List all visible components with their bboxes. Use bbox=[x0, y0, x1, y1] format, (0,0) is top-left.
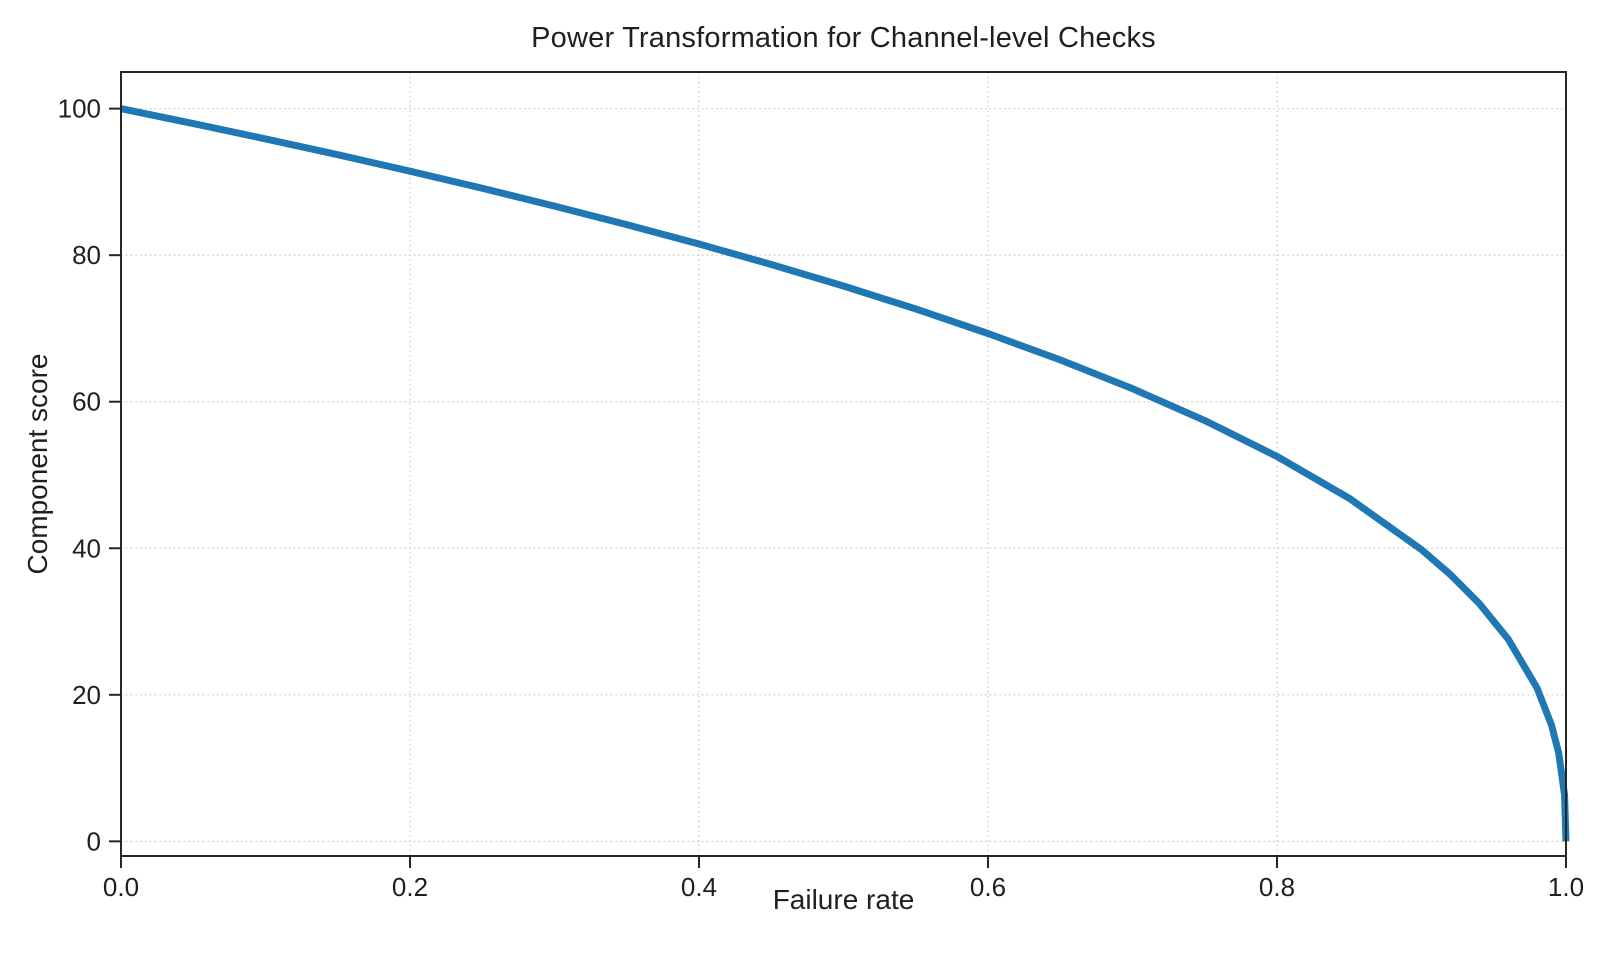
x-tick-label: 1.0 bbox=[1548, 872, 1584, 902]
y-tick-label: 20 bbox=[72, 680, 101, 710]
x-tick-label: 0.0 bbox=[103, 872, 139, 902]
x-tick-label: 0.4 bbox=[681, 872, 717, 902]
data-line bbox=[120, 105, 1570, 842]
x-tick-label: 0.8 bbox=[1259, 872, 1295, 902]
x-axis-label: Failure rate bbox=[772, 884, 915, 915]
x-tick-label: 0.6 bbox=[970, 872, 1006, 902]
chart-title: Power Transformation for Channel-level C… bbox=[531, 22, 1156, 54]
y-tick-label: 0 bbox=[87, 826, 101, 856]
y-tick-label: 60 bbox=[72, 387, 101, 417]
y-tick-label: 40 bbox=[72, 533, 101, 563]
axes-spines bbox=[120, 71, 1567, 857]
y-tick-label: 80 bbox=[72, 240, 101, 270]
y-tick-label: 100 bbox=[58, 94, 101, 124]
x-tick-label: 0.2 bbox=[392, 872, 428, 902]
